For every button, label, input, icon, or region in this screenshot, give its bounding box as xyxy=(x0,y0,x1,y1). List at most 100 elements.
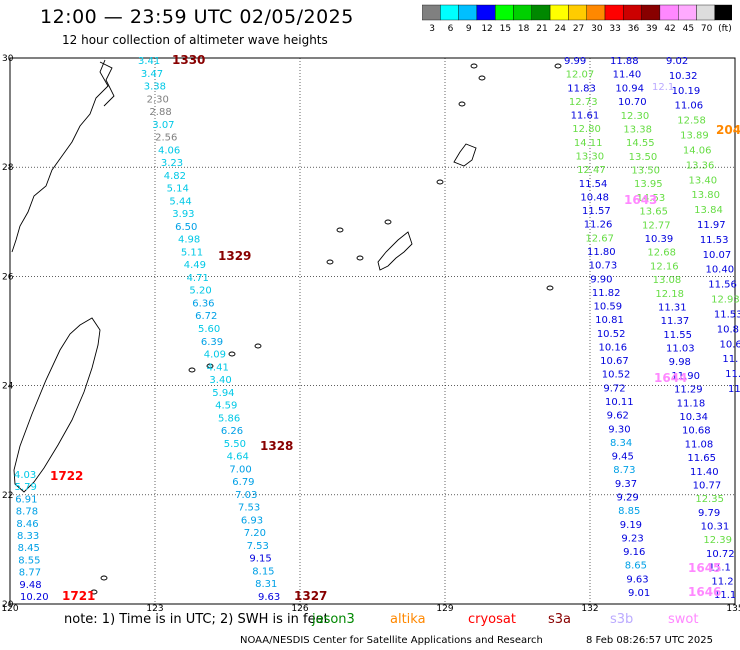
swh-value-track-a: 5.50 xyxy=(224,439,246,450)
swh-value-track-a: 4.64 xyxy=(227,452,249,463)
swh-value-track-d: 11.31 xyxy=(658,302,687,313)
swh-value-track-a: 5.11 xyxy=(181,247,203,258)
swh-value-track-d: 11.18 xyxy=(677,398,706,409)
swh-value-track-e: 10.8 xyxy=(717,324,739,335)
island-coastline xyxy=(90,589,98,595)
scale-label: 30 xyxy=(591,24,603,34)
island-coastline xyxy=(188,367,196,373)
swh-value-track-d: 11.03 xyxy=(666,344,695,355)
swh-value-track-b: 8.55 xyxy=(18,555,40,566)
swh-value-track-d: 10.94 xyxy=(615,83,644,94)
pass-number: 1722 xyxy=(50,469,83,483)
map-frame xyxy=(9,57,736,605)
island-coastline xyxy=(100,575,108,581)
island-coastline xyxy=(356,255,364,261)
lat-label: 20 xyxy=(2,600,14,610)
island-coastline xyxy=(436,179,444,185)
swh-value-track-d: 10.72 xyxy=(706,549,735,560)
swh-value-track-d: 11.65 xyxy=(687,453,716,464)
swh-value-track-d: 12.77 xyxy=(642,220,671,231)
swh-value-track-d: 12.16 xyxy=(650,261,679,272)
swh-value-track-c: 9.19 xyxy=(620,520,642,531)
swh-value-track-c: 11.26 xyxy=(584,220,613,231)
swh-value-track-c: 12.80 xyxy=(572,124,601,135)
swh-value-track-b: 8.78 xyxy=(16,507,38,518)
swh-value-track-c: 10.59 xyxy=(594,302,623,313)
swh-value-track-b: 8.33 xyxy=(17,531,39,542)
lon-label: 135 xyxy=(726,604,740,612)
swh-value-track-e: 11.53 xyxy=(714,309,740,320)
swh-value-track-c: 9.90 xyxy=(590,274,612,285)
swh-value-track-d: 11.2 xyxy=(711,576,733,587)
swh-value-track-c: 10.16 xyxy=(598,342,627,353)
swh-value-track-d: 11.88 xyxy=(610,56,639,67)
swh-value-track-a: 6.79 xyxy=(232,477,254,488)
swh-value-track-d: 12.39 xyxy=(703,535,732,546)
swh-value-track-d: 9.79 xyxy=(698,508,720,519)
swh-value-track-a: 5.94 xyxy=(212,388,234,399)
swh-value-track-e: 13.84 xyxy=(694,205,723,216)
swh-value-track-e: 12.58 xyxy=(677,116,706,127)
footer-credit: NOAA/NESDIS Center for Satellite Applica… xyxy=(240,635,543,646)
island-coastline xyxy=(326,259,334,265)
mainland-coastline xyxy=(99,61,115,107)
map-subtitle: 12 hour collection of altimeter wave hei… xyxy=(62,33,328,47)
pass-number: 1329 xyxy=(218,249,251,263)
swh-value-track-c: 10.11 xyxy=(605,397,634,408)
swh-value-track-b: 8.77 xyxy=(19,568,41,579)
swh-value-track-a: 6.50 xyxy=(175,222,197,233)
swh-value-track-c: 10.52 xyxy=(597,329,626,340)
swh-value-track-a: 5.20 xyxy=(189,286,211,297)
swh-value-track-a: 7.20 xyxy=(244,528,266,539)
swh-value-track-c: 11.80 xyxy=(587,247,616,258)
swh-value-track-b: 4.03 xyxy=(14,470,36,481)
footer-timestamp: 8 Feb 08:26:57 UTC 2025 xyxy=(586,635,713,646)
swh-value-track-a: 2.30 xyxy=(147,94,169,105)
swh-value-track-a: 7.53 xyxy=(247,541,269,552)
swh-value-track-d: 11.40 xyxy=(690,467,719,478)
scale-label: 24 xyxy=(555,24,567,34)
swh-value-track-a: 9.15 xyxy=(249,554,271,565)
swh-value-track-d: 11.40 xyxy=(613,70,642,81)
swh-value-track-e: 13.40 xyxy=(689,175,718,186)
island-coastline xyxy=(336,227,344,233)
island-coastline xyxy=(458,101,466,107)
swh-value-track-c: 9.16 xyxy=(623,547,645,558)
color-scale-legend: 3 6 9 12 15 18 21 24 27 30 33 36 39 42 45 70 (ft) xyxy=(422,4,732,34)
swh-value-track-e: 14.06 xyxy=(683,145,712,156)
pass-number: 1330 xyxy=(172,53,205,67)
swh-value-track-d: 13.08 xyxy=(653,275,682,286)
swh-value-track-a: 5.44 xyxy=(169,196,191,207)
swh-value-track-a: 3.38 xyxy=(144,82,166,93)
swh-value-track-c: 11.83 xyxy=(567,83,596,94)
swh-value-track-a: 8.15 xyxy=(252,566,274,577)
swh-value-track-a: 5.14 xyxy=(167,184,189,195)
swh-value-track-a: 3.41 xyxy=(138,56,160,67)
scale-label: 3 xyxy=(429,24,435,34)
swh-value-track-d: 11.55 xyxy=(663,330,692,341)
swh-value-track-c: 9.29 xyxy=(617,493,639,504)
swh-value-track-c: 9.72 xyxy=(603,383,625,394)
swh-value-track-a: 5.86 xyxy=(218,413,240,424)
swh-value-track-c: 12.73 xyxy=(569,97,598,108)
island-coastline xyxy=(228,351,236,357)
swh-value-track-a: 6.39 xyxy=(201,337,223,348)
scale-label: 70 xyxy=(701,24,713,34)
swh-value-track-c: 14.11 xyxy=(574,138,603,149)
swh-value-track-e: 11.06 xyxy=(674,101,703,112)
island-coastline xyxy=(554,63,562,69)
pass-number: 1646 xyxy=(688,585,721,599)
swh-value-track-c: 12.07 xyxy=(566,70,595,81)
swh-value-track-a: 4.49 xyxy=(184,260,206,271)
swh-value-track-c: 11.61 xyxy=(571,111,600,122)
swh-value-track-a: 4.98 xyxy=(178,235,200,246)
swh-value-track-e: 9.02 xyxy=(666,56,688,67)
swh-value-track-c: 9.30 xyxy=(608,424,630,435)
satellite-legend-s3a: s3a xyxy=(548,612,572,627)
swh-value-track-d: 12.18 xyxy=(655,289,684,300)
swh-value-track-a: 4.09 xyxy=(204,350,226,361)
swh-value-track-d: 13.50 xyxy=(631,166,660,177)
scale-swatch xyxy=(714,4,732,21)
swh-value-track-d: 12.68 xyxy=(647,248,676,259)
swh-value-track-d: 10.68 xyxy=(682,426,711,437)
